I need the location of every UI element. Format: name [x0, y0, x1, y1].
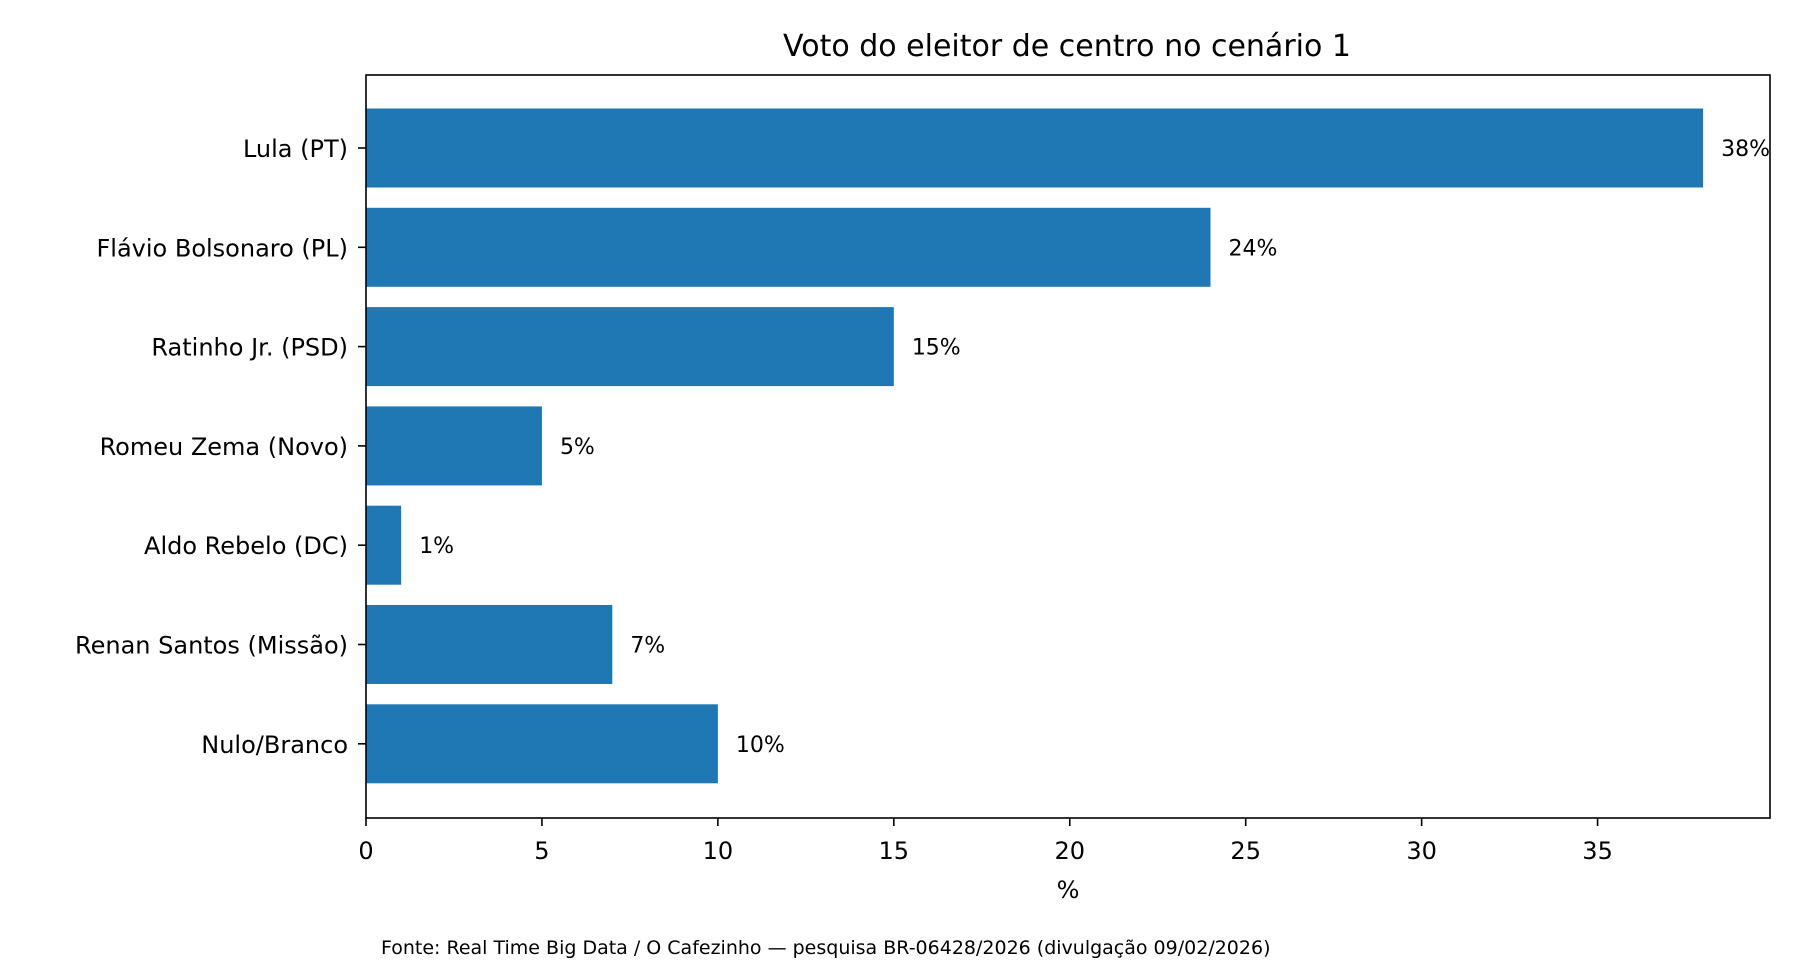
data-label-0: 38%: [1721, 137, 1770, 162]
bar-5: [366, 605, 613, 684]
data-label-3: 5%: [560, 435, 595, 460]
data-label-1: 24%: [1229, 236, 1278, 261]
data-label-4: 1%: [419, 534, 454, 559]
bar-4: [366, 505, 402, 585]
bars-layer: [366, 108, 1704, 784]
x-tick-label-7: 35: [1582, 837, 1613, 865]
x-axis: 0 5 10 15 20 25 30 35: [358, 818, 1613, 865]
y-tick-label-1: Flávio Bolsonaro (PL): [96, 234, 348, 262]
data-labels-layer: 38% 24% 15% 5% 1% 7% 10%: [419, 137, 1770, 758]
x-tick-label-1: 5: [534, 837, 549, 865]
bar-3: [366, 406, 542, 486]
x-tick-label-4: 20: [1054, 837, 1085, 865]
x-axis-label: %: [1057, 876, 1080, 904]
y-tick-label-6: Nulo/Branco: [201, 731, 348, 759]
bar-2: [366, 307, 894, 387]
bar-1: [366, 207, 1211, 287]
x-tick-label-5: 25: [1230, 837, 1261, 865]
y-tick-label-3: Romeu Zema (Novo): [100, 433, 348, 461]
x-tick-label-6: 30: [1406, 837, 1437, 865]
x-tick-label-3: 15: [879, 837, 910, 865]
y-tick-label-0: Lula (PT): [243, 135, 348, 163]
source-note: Fonte: Real Time Big Data / O Cafezinho …: [381, 937, 1270, 959]
data-label-6: 10%: [736, 733, 785, 758]
data-label-5: 7%: [630, 634, 665, 659]
bar-6: [366, 704, 718, 784]
data-label-2: 15%: [912, 336, 961, 361]
y-axis: Lula (PT) Flávio Bolsonaro (PL) Ratinho Jr…: [75, 135, 366, 759]
x-tick-label-2: 10: [703, 837, 734, 865]
x-tick-label-0: 0: [358, 837, 373, 865]
bar-0: [366, 108, 1704, 188]
y-tick-label-4: Aldo Rebelo (DC): [144, 532, 348, 560]
chart-title: Voto do eleitor de centro no cenário 1: [783, 29, 1351, 64]
y-tick-label-2: Ratinho Jr. (PSD): [151, 334, 348, 362]
y-tick-label-5: Renan Santos (Missão): [75, 632, 348, 660]
